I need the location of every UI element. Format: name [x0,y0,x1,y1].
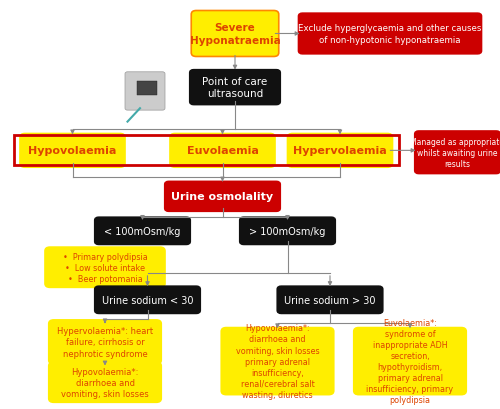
Text: > 100mOsm/kg: > 100mOsm/kg [250,226,326,236]
Text: Hypervolaemia: Hypervolaemia [293,146,387,156]
Text: Hypovolaemia*:
diarrhoea and
vomiting, skin losses
primary adrenal
insufficiency: Hypovolaemia*: diarrhoea and vomiting, s… [236,324,320,399]
FancyBboxPatch shape [20,134,125,168]
FancyBboxPatch shape [240,218,335,245]
FancyBboxPatch shape [49,320,161,364]
Text: < 100mOsm/kg: < 100mOsm/kg [104,226,180,236]
Bar [138,82,158,96]
FancyBboxPatch shape [415,132,500,174]
FancyBboxPatch shape [191,11,278,57]
FancyBboxPatch shape [354,328,466,395]
FancyBboxPatch shape [277,286,383,314]
FancyBboxPatch shape [94,218,190,245]
Text: Urine sodium < 30: Urine sodium < 30 [102,295,193,305]
Text: Exclude hyperglycaemia and other causes
of non-hypotonic hyponatraemia: Exclude hyperglycaemia and other causes … [298,25,482,45]
FancyBboxPatch shape [170,134,275,168]
Text: Hypovolaemia*:
diarrhoea and
vomiting, skin losses: Hypovolaemia*: diarrhoea and vomiting, s… [61,367,149,398]
Text: Point of care
ultrasound: Point of care ultrasound [202,77,268,99]
Text: Severe
Hyponatraemia: Severe Hyponatraemia [190,23,280,45]
FancyBboxPatch shape [298,14,482,55]
Text: Hypovolaemia: Hypovolaemia [28,146,117,156]
Text: Urine osmolality: Urine osmolality [172,192,274,202]
FancyBboxPatch shape [222,328,334,395]
FancyBboxPatch shape [190,70,280,105]
FancyBboxPatch shape [288,134,393,168]
FancyBboxPatch shape [45,247,165,288]
Text: Hypervolaemia*: heart
failure, cirrhosis or
nephrotic syndrome: Hypervolaemia*: heart failure, cirrhosis… [57,326,153,357]
FancyBboxPatch shape [49,362,161,402]
FancyBboxPatch shape [94,286,200,314]
Text: Managed as appropriate
whilst awaiting urine
results: Managed as appropriate whilst awaiting u… [410,137,500,169]
FancyBboxPatch shape [165,182,280,212]
Text: Urine sodium > 30: Urine sodium > 30 [284,295,376,305]
Text: Euvolaemia: Euvolaemia [186,146,258,156]
Text: •  Primary polydipsia
•  Low solute intake
•  Beer potomania: • Primary polydipsia • Low solute intake… [62,252,148,283]
FancyBboxPatch shape [125,73,165,111]
Text: Euvolaemia*:
syndrome of
inappropriate ADH
secretion,
hypothyroidism,
primary ad: Euvolaemia*: syndrome of inappropriate A… [366,318,454,405]
